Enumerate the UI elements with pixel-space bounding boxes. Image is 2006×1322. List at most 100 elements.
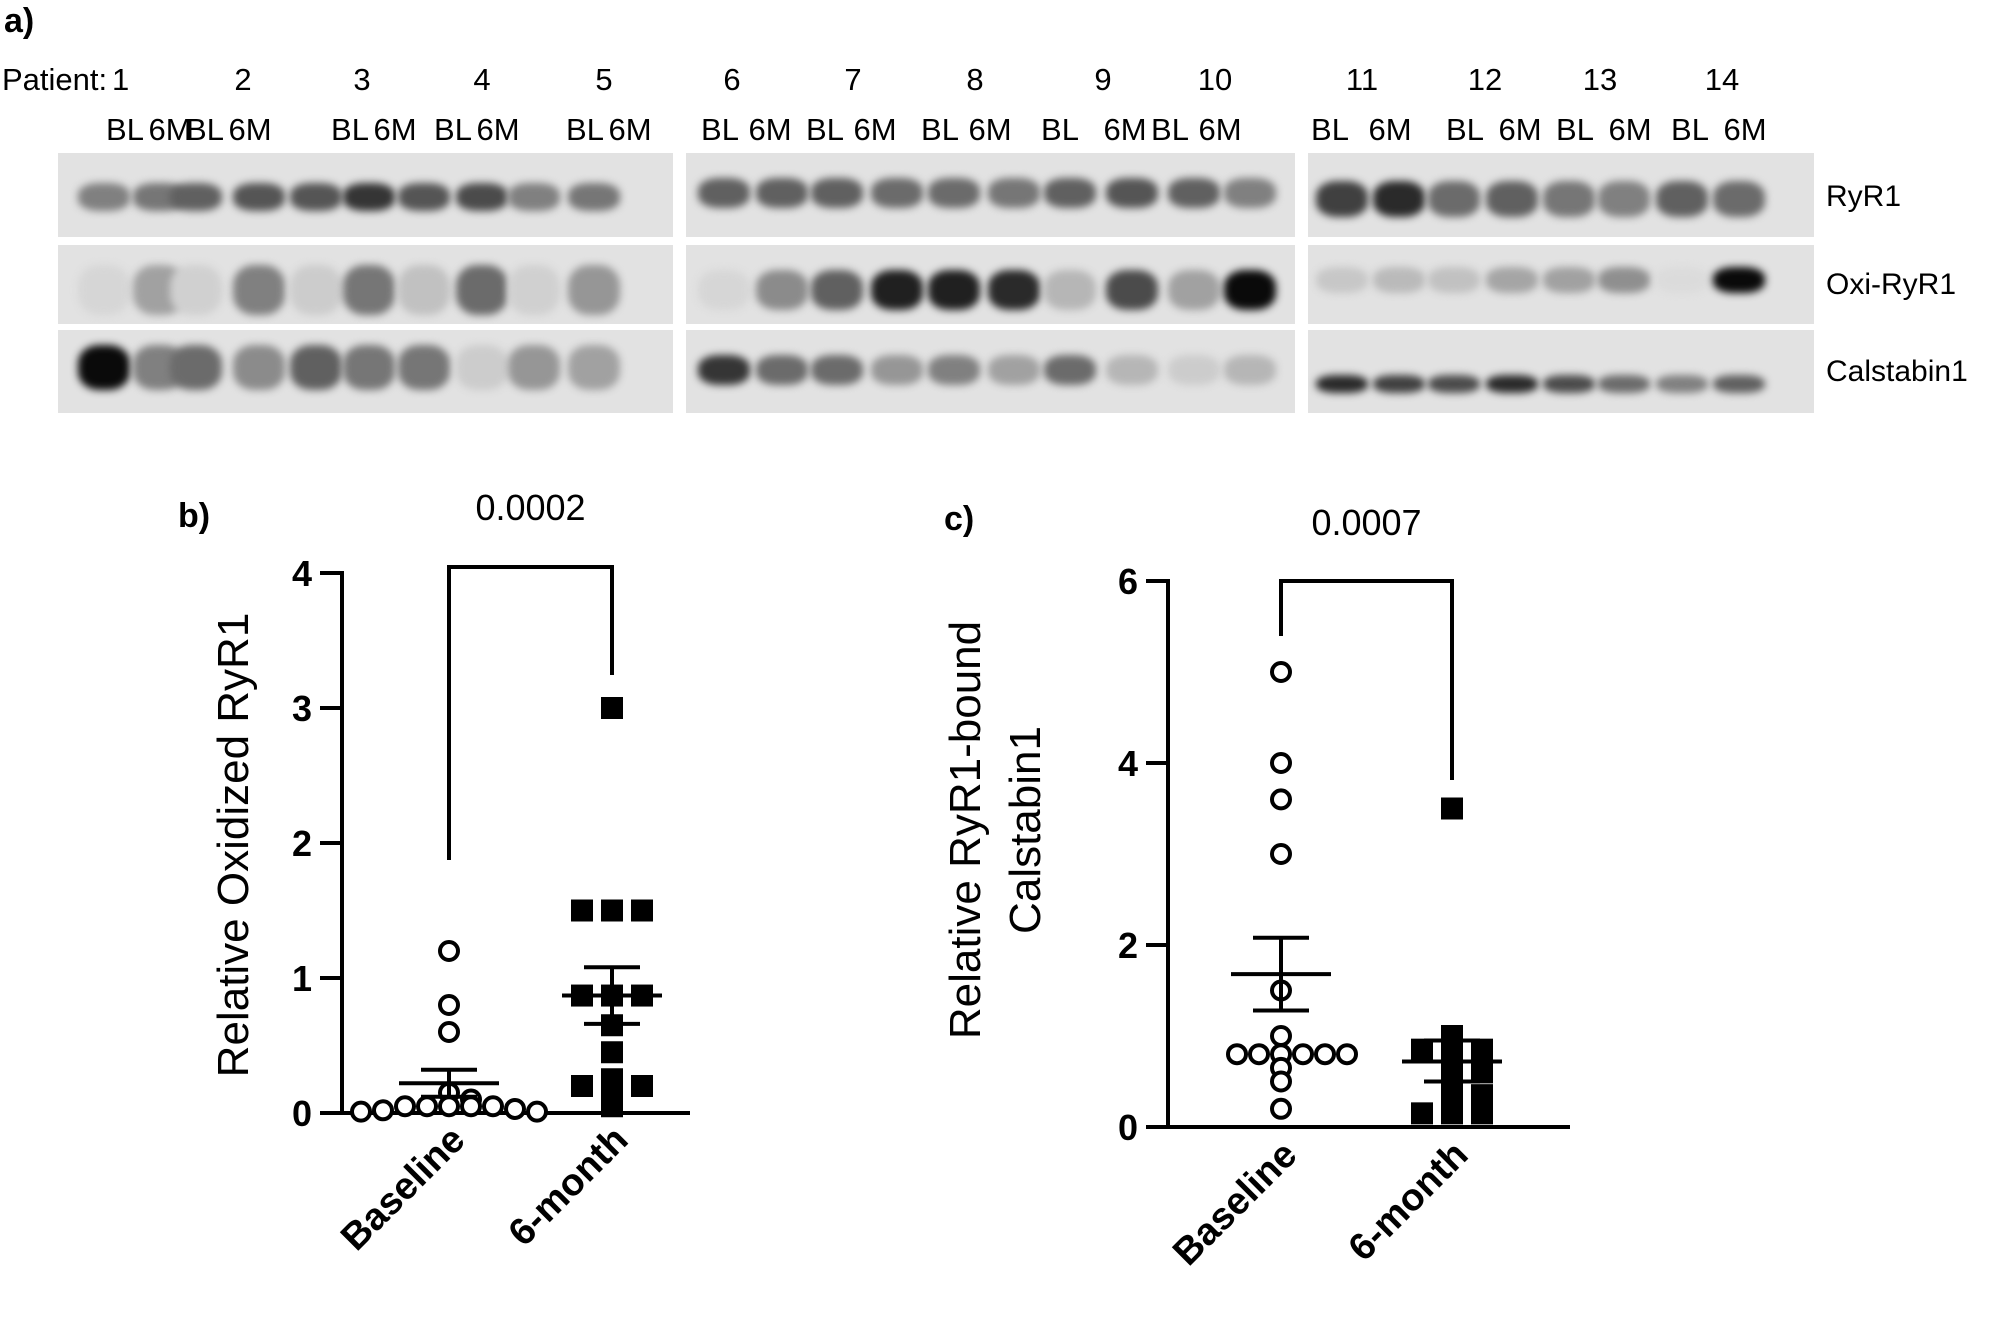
- blot-band: [1168, 178, 1220, 208]
- data-point-6-month: [601, 1041, 623, 1064]
- patient-number-1: 1: [112, 62, 130, 97]
- blot-band: [568, 183, 620, 211]
- row-label-ryr1: RyR1: [1826, 180, 1902, 213]
- p-value-label: 0.0007: [1311, 502, 1421, 543]
- y-tick-label: 4: [1118, 743, 1138, 784]
- y-axis-label: Relative RyR1-bound: [941, 621, 990, 1039]
- blot-band: [1224, 178, 1276, 208]
- lane-label-baseline: BL: [1151, 112, 1189, 147]
- patient-number-3: 3: [353, 62, 371, 97]
- data-point-6-month: [601, 899, 623, 922]
- patient-number-2: 2: [234, 62, 252, 97]
- lane-label-baseline: BL: [566, 112, 604, 147]
- patient-number-14: 14: [1704, 62, 1740, 97]
- patient-number-5: 5: [595, 62, 613, 97]
- data-point-6-month: [1471, 1102, 1493, 1125]
- blot-band: [1543, 375, 1595, 393]
- data-point-6-month: [1411, 1102, 1433, 1125]
- y-axis-label: Relative Oxidized RyR1: [209, 613, 258, 1078]
- data-point-baseline: [350, 1100, 372, 1123]
- lane-label-6-month: 6M: [148, 112, 192, 147]
- blot-band: [988, 270, 1040, 310]
- lane-label-6-month: 6M: [1498, 112, 1542, 147]
- x-category-label: 6-month: [501, 1119, 637, 1255]
- blot-band: [1373, 375, 1425, 393]
- blot-band: [343, 183, 395, 211]
- lane-label-baseline: BL: [701, 112, 739, 147]
- blot-band: [1373, 267, 1425, 293]
- data-point-baseline: [482, 1095, 504, 1118]
- blot-band: [988, 178, 1040, 208]
- lane-label-6-month: 6M: [968, 112, 1012, 147]
- blot-band: [1044, 270, 1096, 310]
- data-point-baseline: [460, 1095, 482, 1118]
- blot-band: [568, 265, 620, 315]
- data-point-6-month: [1441, 1102, 1463, 1125]
- data-point-6-month: [1471, 1084, 1493, 1107]
- blot-band: [1543, 267, 1595, 293]
- data-point-baseline: [1270, 752, 1292, 774]
- data-point-6-month: [601, 697, 623, 719]
- blot-band: [456, 345, 508, 390]
- blot-band: [1316, 181, 1368, 217]
- blot-ryr1-right: [1308, 153, 1814, 237]
- blot-calstabin1-left: [58, 330, 673, 413]
- lane-label-baseline: BL: [106, 112, 144, 147]
- significance-bracket: [447, 565, 614, 860]
- lane-label-6-month: 6M: [853, 112, 897, 147]
- y-tick-label: 3: [292, 688, 312, 729]
- lane-label-baseline: BL: [806, 112, 844, 147]
- blot-band: [988, 355, 1040, 385]
- data-point-6-month: [571, 899, 593, 922]
- blot-band: [756, 355, 808, 385]
- patient-number-13: 13: [1582, 62, 1618, 97]
- significance-bracket: [1279, 579, 1454, 780]
- blot-band: [928, 355, 980, 385]
- patient-number-9: 9: [1094, 62, 1112, 97]
- blot-band: [343, 265, 395, 315]
- blot-band: [290, 183, 342, 211]
- patient-prefix: Patient:: [2, 62, 108, 97]
- data-point-6-month: [1441, 1084, 1463, 1107]
- lane-label-6-month: 6M: [748, 112, 792, 147]
- data-point-baseline: [1270, 788, 1292, 811]
- data-point-6-month: [601, 1095, 623, 1118]
- lane-label-6-month: 6M: [1198, 112, 1242, 147]
- data-point-baseline: [438, 940, 460, 962]
- blot-band: [170, 345, 222, 390]
- data-point-baseline: [372, 1099, 394, 1122]
- blot-band: [871, 270, 923, 310]
- blot-band: [290, 265, 342, 315]
- blot-band: [1713, 181, 1765, 217]
- blot-band: [170, 265, 222, 315]
- blot-band: [1486, 181, 1538, 217]
- data-point-baseline: [438, 994, 460, 1016]
- data-point-6-month: [1471, 1061, 1493, 1084]
- blot-band: [1316, 267, 1368, 293]
- blot-band: [78, 345, 130, 390]
- blot-band: [398, 183, 450, 211]
- y-tick-label: 6: [1118, 561, 1138, 602]
- blot-band: [698, 270, 750, 310]
- blot-calstabin1-right: [1308, 330, 1814, 413]
- blot-band: [1106, 355, 1158, 385]
- x-category-label: Baseline: [1165, 1134, 1305, 1274]
- blot-band: [1656, 375, 1708, 393]
- blot-band: [698, 178, 750, 208]
- lane-label-baseline: BL: [434, 112, 472, 147]
- blot-band: [1224, 355, 1276, 385]
- blot-band: [568, 345, 620, 390]
- data-point-baseline: [1336, 1043, 1358, 1066]
- patient-number-10: 10: [1197, 62, 1233, 97]
- data-point-6-month: [631, 1075, 653, 1097]
- blot-band: [456, 183, 508, 211]
- patient-number-4: 4: [473, 62, 491, 97]
- y-tick-label: 4: [292, 553, 312, 594]
- y-tick-label: 0: [1118, 1107, 1138, 1148]
- blot-band: [1044, 178, 1096, 208]
- lane-label-baseline: BL: [1446, 112, 1484, 147]
- lane-label-baseline: BL: [921, 112, 959, 147]
- y-tick-label: 2: [292, 823, 312, 864]
- lane-label-6-month: 6M: [1608, 112, 1652, 147]
